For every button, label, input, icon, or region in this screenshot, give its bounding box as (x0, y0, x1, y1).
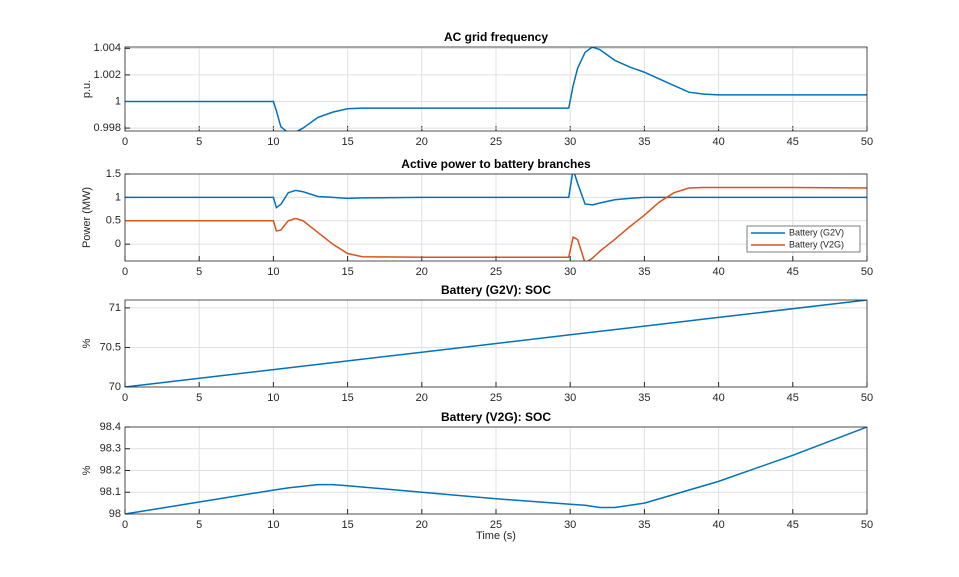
x-tick-label: 25 (490, 136, 502, 148)
x-tick-label: 50 (861, 392, 873, 404)
x-tick-label: 25 (490, 266, 502, 278)
series-line (125, 427, 867, 514)
x-tick-label: 40 (712, 266, 724, 278)
y-tick-label: 70 (109, 381, 121, 393)
axes-box (124, 173, 868, 262)
x-tick-label: 10 (267, 392, 279, 404)
legend-label: Battery (V2G) (789, 239, 844, 249)
x-tick-label: 45 (787, 136, 799, 148)
x-tick-label: 45 (787, 519, 799, 531)
x-tick-label: 50 (861, 519, 873, 531)
series-line (125, 174, 867, 209)
series-line (125, 300, 867, 387)
y-axis-label: p.u. (81, 80, 93, 98)
chart-title: Active power to battery branches (401, 157, 591, 171)
x-tick-label: 30 (564, 136, 576, 148)
y-tick-label: 70.5 (100, 341, 121, 353)
y-tick-label: 98.1 (100, 486, 121, 498)
chart-title: Battery (V2G): SOC (441, 410, 551, 424)
series-line (125, 186, 867, 261)
x-tick-label: 50 (861, 136, 873, 148)
legend: Battery (G2V) Battery (V2G) (746, 225, 861, 253)
x-axis-label: Time (s) (476, 530, 516, 542)
x-tick-label: 15 (341, 519, 353, 531)
x-tick-label: 10 (267, 136, 279, 148)
x-tick-label: 5 (196, 392, 202, 404)
x-tick-label: 30 (564, 266, 576, 278)
x-tick-label: 30 (564, 519, 576, 531)
x-tick-label: 15 (341, 392, 353, 404)
x-tick-label: 35 (638, 266, 650, 278)
x-tick-label: 20 (416, 392, 428, 404)
y-tick-label: 0.5 (106, 215, 121, 227)
x-tick-label: 20 (416, 136, 428, 148)
y-tick-label: 98.2 (100, 464, 121, 476)
y-axis-label: % (81, 338, 93, 348)
legend-label: Battery (G2V) (789, 227, 844, 237)
subplot: 0 5 10 15 20 25 30 35 40 45 50 0 0.5 1 1.5 Active power… (81, 157, 873, 278)
x-tick-label: 5 (196, 266, 202, 278)
y-tick-label: 71 (109, 302, 121, 314)
x-tick-label: 20 (416, 519, 428, 531)
y-axis-label: % (81, 465, 93, 475)
x-tick-label: 10 (267, 519, 279, 531)
x-tick-label: 0 (122, 266, 128, 278)
y-tick-label: 0 (115, 238, 121, 250)
chart-title: AC grid frequency (444, 30, 548, 44)
x-tick-label: 30 (564, 392, 576, 404)
chart-title: Battery (G2V): SOC (441, 283, 551, 297)
x-tick-label: 0 (122, 519, 128, 531)
x-tick-label: 50 (861, 266, 873, 278)
y-tick-label: 98.3 (100, 443, 121, 455)
x-tick-label: 35 (638, 136, 650, 148)
y-tick-label: 1.5 (106, 168, 121, 180)
x-tick-label: 10 (267, 266, 279, 278)
subplot: 0 5 10 15 20 25 30 35 40 45 50 98 98.1 98.2 98.3 98.4 Ba… (81, 410, 873, 542)
series-line (125, 47, 867, 131)
x-tick-label: 25 (490, 519, 502, 531)
x-tick-label: 0 (122, 136, 128, 148)
x-tick-label: 40 (712, 392, 724, 404)
y-tick-label: 1.004 (93, 42, 121, 54)
x-tick-label: 20 (416, 266, 428, 278)
x-tick-label: 5 (196, 519, 202, 531)
y-axis-label: Power (MW) (81, 187, 93, 248)
y-tick-label: 1.002 (93, 69, 121, 81)
y-tick-label: 1 (115, 95, 121, 107)
subplot: 0 5 10 15 20 25 30 35 40 45 50 0.998 1 1.002 1.004 AC g… (81, 30, 873, 148)
x-tick-label: 25 (490, 392, 502, 404)
axes-box (124, 426, 868, 515)
axes-box (124, 299, 868, 388)
x-tick-label: 40 (712, 136, 724, 148)
x-tick-label: 15 (341, 266, 353, 278)
x-tick-label: 5 (196, 136, 202, 148)
x-tick-label: 35 (638, 519, 650, 531)
y-tick-label: 0.998 (93, 122, 121, 134)
x-tick-label: 45 (787, 392, 799, 404)
legend-box (746, 225, 861, 253)
x-tick-label: 35 (638, 392, 650, 404)
axes-box (124, 46, 868, 132)
y-tick-label: 98.4 (100, 421, 121, 433)
x-tick-label: 0 (122, 392, 128, 404)
y-tick-label: 1 (115, 191, 121, 203)
x-tick-label: 40 (712, 519, 724, 531)
subplot: 0 5 10 15 20 25 30 35 40 45 50 70 70.5 71 Battery (G2V… (81, 283, 873, 404)
y-tick-label: 98 (109, 508, 121, 520)
x-tick-label: 15 (341, 136, 353, 148)
x-tick-label: 45 (787, 266, 799, 278)
